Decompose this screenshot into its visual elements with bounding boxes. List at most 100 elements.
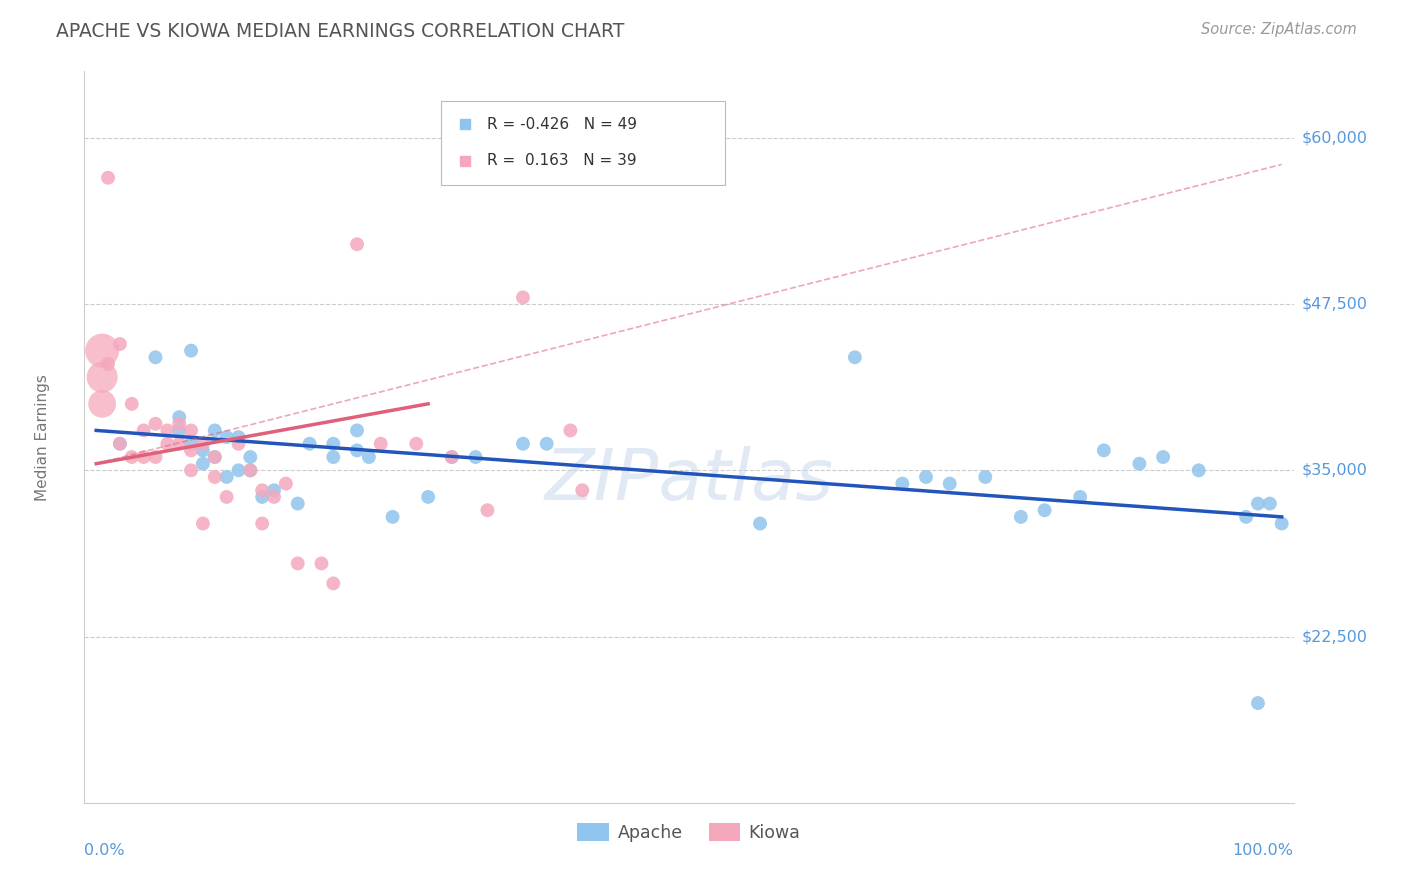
- Point: [91, 370, 114, 384]
- Point: [322, 436, 344, 450]
- Point: [97, 357, 120, 371]
- Text: R =  0.163   N = 39: R = 0.163 N = 39: [486, 153, 637, 168]
- Point: [204, 450, 226, 464]
- Point: [1258, 497, 1281, 511]
- Point: [1128, 457, 1150, 471]
- Point: [844, 351, 866, 365]
- Point: [204, 450, 226, 464]
- Point: [1271, 516, 1294, 531]
- Point: [239, 463, 262, 477]
- Point: [263, 483, 285, 498]
- Point: [311, 557, 333, 571]
- Legend: Apache, Kiowa: Apache, Kiowa: [571, 816, 807, 849]
- Point: [121, 397, 143, 411]
- Text: 0.0%: 0.0%: [84, 843, 125, 858]
- Point: [346, 424, 368, 438]
- Point: [263, 490, 285, 504]
- Point: [346, 443, 368, 458]
- Point: [191, 516, 214, 531]
- Point: [204, 424, 226, 438]
- Point: [156, 436, 179, 450]
- Point: [250, 490, 273, 504]
- Point: [204, 470, 226, 484]
- Text: $47,500: $47,500: [1302, 297, 1368, 311]
- Point: [215, 490, 238, 504]
- Point: [108, 337, 131, 351]
- Point: [132, 450, 155, 464]
- Point: [322, 450, 344, 464]
- Text: ZIPatlas: ZIPatlas: [544, 447, 834, 516]
- Point: [938, 476, 960, 491]
- Text: APACHE VS KIOWA MEDIAN EARNINGS CORRELATION CHART: APACHE VS KIOWA MEDIAN EARNINGS CORRELAT…: [56, 22, 624, 41]
- Point: [440, 450, 463, 464]
- Point: [180, 343, 202, 358]
- Point: [239, 450, 262, 464]
- Point: [180, 424, 202, 438]
- Text: $22,500: $22,500: [1302, 629, 1368, 644]
- Point: [228, 430, 250, 444]
- Text: $60,000: $60,000: [1302, 130, 1368, 145]
- Point: [571, 483, 593, 498]
- FancyBboxPatch shape: [441, 101, 725, 185]
- Point: [121, 450, 143, 464]
- Point: [464, 450, 486, 464]
- Point: [1010, 509, 1032, 524]
- Point: [167, 417, 190, 431]
- Point: [512, 436, 534, 450]
- Text: 100.0%: 100.0%: [1233, 843, 1294, 858]
- Text: R = -0.426   N = 49: R = -0.426 N = 49: [486, 117, 637, 131]
- Point: [298, 436, 321, 450]
- Point: [287, 497, 309, 511]
- Text: Source: ZipAtlas.com: Source: ZipAtlas.com: [1201, 22, 1357, 37]
- Point: [749, 516, 772, 531]
- Point: [250, 483, 273, 498]
- Point: [108, 436, 131, 450]
- Point: [477, 503, 499, 517]
- Point: [1152, 450, 1174, 464]
- Point: [132, 424, 155, 438]
- Point: [191, 436, 214, 450]
- Point: [167, 410, 190, 425]
- Point: [405, 436, 427, 450]
- Point: [215, 430, 238, 444]
- Point: [156, 424, 179, 438]
- Point: [915, 470, 938, 484]
- Point: [1092, 443, 1115, 458]
- Point: [239, 463, 262, 477]
- Point: [108, 436, 131, 450]
- Point: [1247, 497, 1270, 511]
- Point: [167, 436, 190, 450]
- Point: [1247, 696, 1270, 710]
- Point: [536, 436, 558, 450]
- Text: $35,000: $35,000: [1302, 463, 1368, 478]
- Point: [97, 170, 120, 185]
- Point: [91, 397, 114, 411]
- Point: [180, 436, 202, 450]
- Point: [891, 476, 914, 491]
- Point: [512, 290, 534, 304]
- Point: [228, 436, 250, 450]
- Point: [180, 463, 202, 477]
- Point: [560, 424, 582, 438]
- Point: [228, 463, 250, 477]
- Point: [287, 557, 309, 571]
- Point: [91, 343, 114, 358]
- Point: [322, 576, 344, 591]
- Point: [145, 351, 167, 365]
- Point: [191, 457, 214, 471]
- Point: [357, 450, 380, 464]
- Point: [381, 509, 404, 524]
- Point: [191, 443, 214, 458]
- Point: [145, 450, 167, 464]
- Point: [145, 417, 167, 431]
- Point: [1033, 503, 1056, 517]
- Point: [180, 443, 202, 458]
- Point: [370, 436, 392, 450]
- Point: [274, 476, 297, 491]
- Point: [440, 450, 463, 464]
- Point: [1188, 463, 1211, 477]
- Point: [1234, 509, 1257, 524]
- Point: [167, 424, 190, 438]
- Point: [215, 470, 238, 484]
- Point: [250, 516, 273, 531]
